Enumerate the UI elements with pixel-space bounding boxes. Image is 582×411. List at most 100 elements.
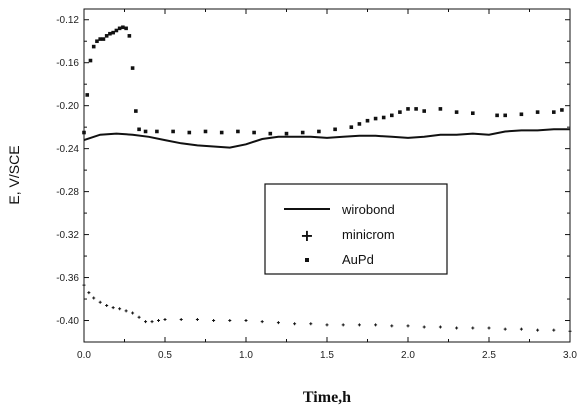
legend-label-aupd: AuPd bbox=[342, 252, 374, 267]
data-point-aupd bbox=[381, 115, 386, 120]
y-tick-label: -0.28 bbox=[56, 187, 79, 198]
data-point-aupd bbox=[117, 26, 122, 31]
data-point-aupd bbox=[560, 108, 564, 112]
y-axis: -0.12 -0.16 -0.20 -0.24 -0.28 -0.32 -0.36 -0.40 bbox=[56, 15, 570, 327]
data-point-aupd bbox=[127, 34, 132, 38]
data-point-aupd bbox=[219, 130, 224, 135]
data-point-minicrom bbox=[124, 309, 128, 313]
legend-label-wirobond: wirobond bbox=[341, 202, 395, 217]
y-tick-label: -0.24 bbox=[56, 144, 79, 155]
data-point-aupd bbox=[503, 113, 507, 118]
y-tick-label: -0.40 bbox=[56, 316, 79, 327]
data-point-aupd bbox=[98, 37, 102, 41]
data-point-minicrom bbox=[503, 327, 507, 331]
data-point-aupd bbox=[236, 129, 240, 134]
data-point-aupd bbox=[82, 130, 86, 135]
x-axis: 0.0 0.5 1.0 1.5 2.0 2.5 3.0 bbox=[77, 9, 577, 361]
y-tick-label: -0.16 bbox=[56, 58, 79, 69]
data-point-aupd bbox=[454, 110, 459, 114]
data-point-aupd bbox=[398, 110, 402, 114]
data-point-minicrom bbox=[131, 311, 135, 315]
data-point-minicrom bbox=[519, 327, 523, 331]
legend-box bbox=[264, 183, 448, 275]
data-point-aupd bbox=[88, 58, 93, 63]
x-axis-title: Time,h bbox=[303, 389, 351, 406]
x-tick-label: 1.0 bbox=[239, 350, 253, 361]
data-point-aupd bbox=[438, 107, 443, 111]
data-point-aupd bbox=[535, 110, 540, 114]
data-point-aupd bbox=[187, 130, 192, 135]
data-point-aupd bbox=[373, 116, 378, 121]
data-point-aupd bbox=[171, 129, 175, 134]
data-point-aupd bbox=[252, 130, 256, 135]
legend: wirobond + minicrom AuPd bbox=[264, 183, 448, 275]
data-point-aupd bbox=[104, 34, 109, 38]
data-point-minicrom bbox=[87, 291, 91, 295]
data-point-minicrom bbox=[260, 320, 264, 324]
data-point-aupd bbox=[111, 30, 115, 35]
data-point-aupd bbox=[268, 131, 273, 136]
data-point-minicrom bbox=[374, 323, 378, 327]
data-point-aupd bbox=[101, 37, 106, 41]
data-point-minicrom bbox=[455, 326, 459, 330]
data-point-minicrom bbox=[276, 321, 280, 325]
data-point-aupd bbox=[519, 112, 524, 117]
data-point-minicrom bbox=[536, 328, 540, 332]
data-point-aupd bbox=[317, 129, 321, 134]
x-tick-label: 2.0 bbox=[401, 350, 415, 361]
data-point-minicrom bbox=[552, 328, 556, 332]
data-point-minicrom bbox=[438, 325, 442, 329]
data-point-aupd bbox=[349, 125, 354, 129]
data-point-minicrom bbox=[179, 317, 183, 321]
data-point-minicrom bbox=[406, 324, 410, 328]
x-tick-label: 0.5 bbox=[158, 350, 172, 361]
data-point-aupd bbox=[91, 44, 96, 49]
data-point-aupd bbox=[108, 31, 112, 36]
data-point-minicrom bbox=[150, 320, 154, 324]
data-point-minicrom bbox=[111, 306, 115, 310]
data-point-aupd bbox=[390, 113, 394, 118]
legend-swatch-minicrom: + bbox=[300, 226, 313, 245]
data-point-aupd bbox=[143, 129, 148, 134]
data-point-aupd bbox=[85, 93, 90, 97]
y-tick-label: -0.20 bbox=[56, 101, 79, 112]
data-point-aupd bbox=[495, 113, 499, 118]
data-point-aupd bbox=[203, 129, 208, 134]
y-tick-label: -0.36 bbox=[56, 273, 79, 284]
data-point-minicrom bbox=[568, 329, 572, 333]
data-point-minicrom bbox=[390, 324, 394, 328]
y-tick-label: -0.32 bbox=[56, 230, 79, 241]
legend-swatch-aupd bbox=[305, 258, 309, 262]
x-tick-label: 0.0 bbox=[77, 350, 91, 361]
data-point-aupd bbox=[130, 66, 135, 70]
data-point-minicrom bbox=[157, 319, 161, 323]
series-line-wirobond bbox=[83, 128, 570, 149]
data-point-aupd bbox=[121, 25, 125, 30]
data-point-minicrom bbox=[163, 317, 167, 321]
data-point-aupd bbox=[406, 107, 410, 111]
data-point-minicrom bbox=[357, 323, 361, 327]
data-point-minicrom bbox=[92, 296, 96, 300]
data-point-aupd bbox=[137, 127, 141, 132]
data-point-minicrom bbox=[487, 326, 491, 330]
x-tick-label: 3.0 bbox=[563, 350, 577, 361]
data-point-minicrom bbox=[98, 300, 102, 304]
data-point-aupd bbox=[552, 110, 556, 114]
data-point-aupd bbox=[134, 109, 138, 113]
data-point-minicrom bbox=[105, 303, 109, 307]
data-point-minicrom bbox=[325, 323, 329, 327]
data-point-minicrom bbox=[118, 307, 122, 311]
data-point-aupd bbox=[155, 129, 159, 134]
data-point-minicrom bbox=[137, 315, 141, 319]
plot-frame bbox=[83, 8, 571, 343]
y-tick-label: -0.12 bbox=[56, 15, 79, 26]
data-point-minicrom bbox=[195, 317, 199, 321]
y-axis-title: E, V/SCE bbox=[6, 145, 22, 204]
data-point-aupd bbox=[357, 122, 362, 126]
data-point-minicrom bbox=[228, 319, 232, 323]
data-point-aupd bbox=[414, 107, 418, 111]
series-layer bbox=[82, 25, 572, 333]
data-point-aupd bbox=[114, 28, 119, 33]
x-tick-label: 2.5 bbox=[482, 350, 496, 361]
